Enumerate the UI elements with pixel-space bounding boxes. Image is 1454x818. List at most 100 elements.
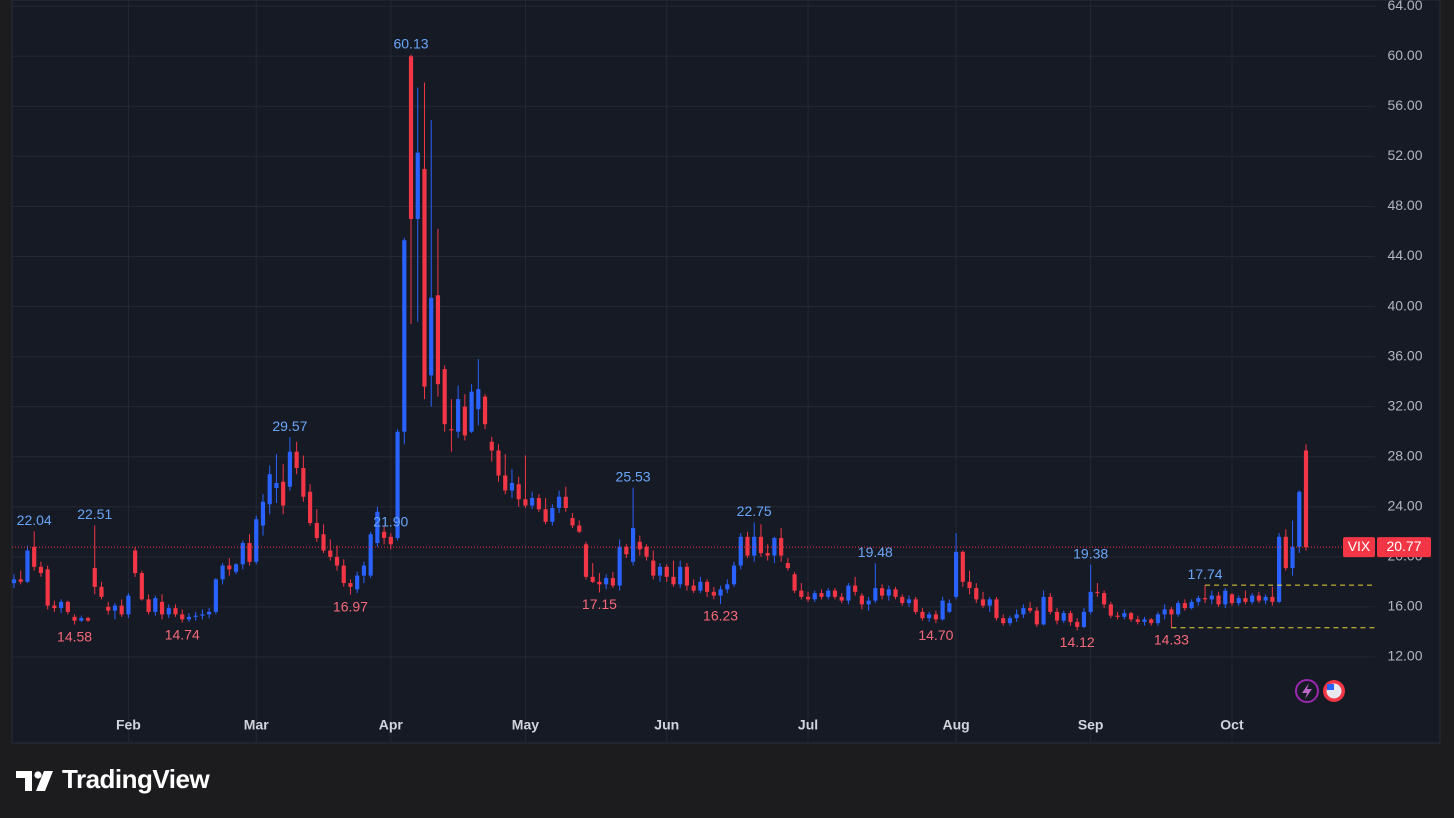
candle-body: [590, 576, 595, 582]
candle-body: [368, 534, 373, 576]
candle-body: [1135, 619, 1140, 622]
candle-body: [705, 581, 710, 592]
candle-body: [752, 536, 757, 556]
high-label: 22.51: [77, 506, 112, 522]
low-label: 14.58: [57, 628, 92, 644]
candle-body: [159, 601, 165, 615]
symbol-tag: [1343, 537, 1375, 558]
candle-body: [664, 566, 669, 577]
candle-body: [1149, 619, 1154, 624]
candle-body: [402, 240, 407, 432]
candle-body: [630, 528, 636, 562]
candle-body: [906, 599, 912, 604]
y-tick-label: 12.00: [1387, 648, 1422, 664]
candle-body: [267, 474, 272, 505]
candle-body: [610, 578, 615, 586]
x-tick-label: Mar: [244, 717, 269, 733]
high-label: 19.48: [858, 544, 893, 560]
high-label: 19.38: [1073, 545, 1108, 561]
candle-body: [758, 536, 764, 554]
candle-body: [792, 574, 797, 591]
candle-body: [59, 601, 64, 609]
candle-body: [1108, 604, 1113, 616]
candle-body: [45, 569, 50, 606]
candle-body: [765, 553, 770, 556]
candle-body: [442, 369, 447, 425]
low-label: 16.97: [333, 598, 368, 614]
candle-body: [671, 576, 676, 585]
candle-body: [859, 595, 864, 605]
candle-body: [799, 590, 804, 597]
candle-body: [1155, 614, 1161, 624]
candle-body: [1236, 598, 1241, 604]
candle-body: [1007, 618, 1013, 624]
high-label: 21.90: [373, 514, 408, 530]
logo-mark: [16, 771, 32, 791]
candle-body: [731, 565, 737, 585]
candle-body: [496, 450, 501, 476]
x-tick-label: Feb: [116, 717, 141, 733]
candle-body: [644, 546, 649, 557]
candle-body: [166, 608, 171, 615]
candle-body: [1068, 613, 1073, 622]
candle-body: [745, 536, 750, 556]
candle-body: [678, 566, 683, 585]
candle-body: [18, 579, 23, 582]
candle-body: [489, 441, 494, 451]
candle-body: [1283, 536, 1288, 569]
candle-body: [476, 389, 481, 410]
candle-body: [1034, 610, 1039, 625]
candle-body: [913, 599, 918, 612]
x-tick-label: Sep: [1078, 717, 1104, 733]
candle-body: [1014, 614, 1019, 619]
candle-body: [866, 600, 871, 605]
candle-body: [698, 581, 703, 591]
candle-body: [933, 614, 938, 620]
candle-body: [422, 168, 427, 387]
x-tick-label: May: [512, 717, 539, 733]
candle-body: [65, 601, 70, 612]
candle-body: [186, 616, 192, 620]
candle-body: [1297, 491, 1302, 547]
candle-body: [812, 593, 817, 600]
low-label: 14.70: [918, 627, 953, 643]
candle-body: [597, 581, 602, 585]
y-tick-label: 24.00: [1387, 497, 1422, 513]
candle-body: [1128, 613, 1134, 620]
candle-body: [38, 566, 44, 574]
candle-body: [1021, 608, 1026, 615]
candle-body: [281, 481, 286, 506]
candle-body: [1075, 621, 1080, 627]
y-tick-label: 44.00: [1387, 247, 1422, 263]
candle-body: [577, 525, 582, 532]
candle-body: [260, 501, 266, 526]
logo-dot: [34, 771, 42, 779]
candle-body: [1028, 608, 1033, 611]
candle-body: [469, 391, 474, 432]
y-tick-label: 52.00: [1387, 147, 1422, 163]
candle-body: [456, 399, 461, 432]
candle-body: [651, 560, 656, 576]
candle-body: [604, 578, 609, 585]
low-label: 14.74: [165, 626, 200, 642]
candle-body: [193, 615, 198, 617]
candle-body: [227, 565, 232, 570]
candle-body: [927, 614, 932, 619]
candle-body: [940, 600, 945, 620]
y-tick-label: 64.00: [1387, 0, 1422, 13]
candle-body: [1142, 619, 1147, 622]
candle-body: [503, 475, 508, 491]
candle-body: [530, 498, 535, 506]
candle-body: [1196, 598, 1201, 602]
candle-body: [920, 611, 925, 619]
candle-body: [1102, 593, 1107, 605]
candle-body: [1001, 618, 1006, 624]
low-label: 14.33: [1154, 631, 1189, 647]
price-tag: [1377, 537, 1431, 558]
candle-body: [254, 519, 259, 562]
y-tick-label: 16.00: [1387, 598, 1422, 614]
y-tick-label: 36.00: [1387, 347, 1422, 363]
candle-body: [348, 583, 353, 587]
candle-body: [126, 595, 131, 615]
candle-body: [556, 496, 562, 509]
